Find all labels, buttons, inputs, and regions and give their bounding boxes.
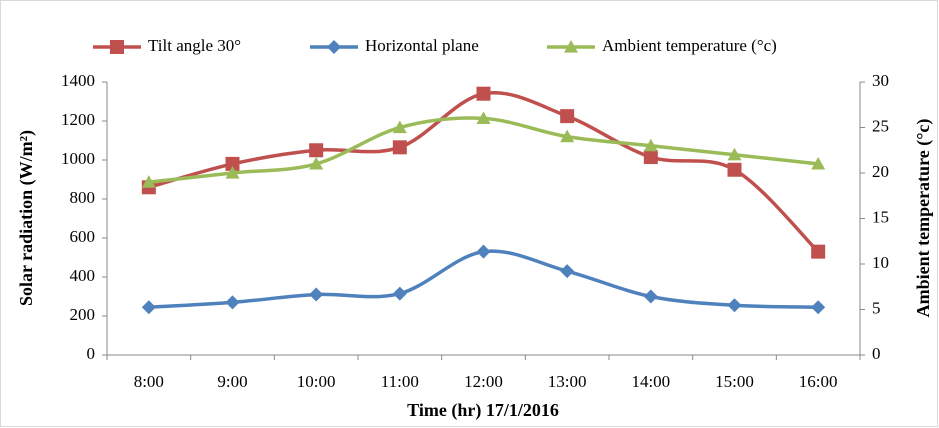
data-point (392, 140, 407, 155)
y-tick-label: 400 (70, 266, 96, 285)
y2-tick-label: 5 (872, 298, 881, 317)
x-tick-label: 13:00 (548, 372, 587, 391)
series-line (148, 116, 819, 184)
data-point (560, 129, 575, 143)
y2-tick-label: 15 (872, 207, 889, 226)
x-axis-title: Time (hr) 17/1/2016 (407, 400, 559, 421)
data-point (225, 295, 240, 310)
legend-label: Tilt angle 30° (148, 36, 241, 55)
x-tick-label: 14:00 (631, 372, 670, 391)
data-point (560, 264, 575, 279)
data-point (309, 143, 324, 158)
y2-tick-label: 30 (872, 71, 889, 90)
legend-label: Horizontal plane (365, 36, 479, 55)
x-tick-label: 12:00 (464, 372, 503, 391)
legend-marker (564, 40, 578, 53)
data-point (727, 162, 742, 177)
x-tick-label: 10:00 (297, 372, 336, 391)
data-point (476, 86, 491, 101)
data-point (309, 287, 324, 302)
y2-tick-label: 10 (872, 253, 889, 272)
data-point (727, 147, 742, 161)
y2-tick-label: 0 (872, 344, 881, 363)
legend-label: Ambient temperature (°c) (602, 36, 777, 55)
x-tick-label: 8:00 (134, 372, 164, 391)
y-axis-title: Solar radiation (W/m²) (16, 130, 37, 306)
data-point (643, 150, 658, 165)
y-tick-label: 200 (70, 305, 96, 324)
data-point (811, 300, 826, 315)
x-tick-label: 16:00 (799, 372, 838, 391)
data-point (225, 156, 240, 171)
data-point (560, 109, 575, 124)
y-tick-label: 1000 (61, 149, 95, 168)
data-point (392, 286, 407, 301)
data-point (476, 111, 491, 124)
y2-tick-label: 25 (872, 116, 889, 135)
y-tick-label: 800 (70, 188, 96, 207)
series-line (148, 249, 819, 309)
legend-marker (327, 40, 341, 54)
data-point (643, 289, 658, 304)
y2-tick-label: 20 (872, 162, 889, 181)
data-point (141, 175, 156, 188)
data-point (141, 300, 156, 315)
data-point (392, 120, 407, 134)
x-tick-label: 9:00 (217, 372, 247, 391)
legend-marker (110, 40, 124, 54)
data-point (811, 156, 826, 170)
y-tick-label: 1200 (61, 110, 95, 129)
y-tick-label: 0 (87, 344, 96, 363)
data-point (225, 166, 240, 179)
data-point (811, 244, 826, 259)
x-tick-label: 11:00 (381, 372, 419, 391)
y2-axis-title: Ambient temperature (°c) (913, 119, 934, 318)
data-point (727, 298, 742, 313)
data-point (309, 156, 324, 170)
data-point (476, 244, 491, 259)
x-tick-label: 15:00 (715, 372, 754, 391)
y-tick-label: 1400 (61, 71, 95, 90)
y-tick-label: 600 (70, 227, 96, 246)
data-point (643, 138, 658, 152)
